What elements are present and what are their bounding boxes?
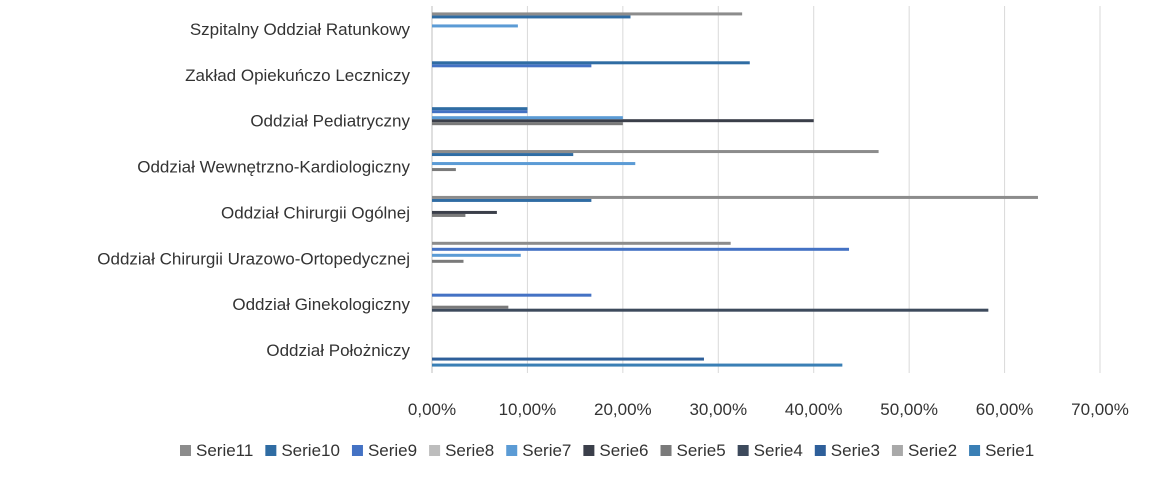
legend-swatch xyxy=(969,445,981,456)
legend-swatch xyxy=(351,445,363,456)
legend-label: Serie9 xyxy=(368,441,417,460)
bar-serie9 xyxy=(432,247,850,251)
legend-label: Serie7 xyxy=(522,441,571,460)
x-tick-label: 30,00% xyxy=(689,400,747,419)
category-label: Oddział Chirurgii Ogólnej xyxy=(221,203,410,222)
bar-serie5 xyxy=(432,213,466,217)
x-tick-label: 0,00% xyxy=(408,400,456,419)
legend-label: Serie10 xyxy=(281,441,340,460)
bar-serie1 xyxy=(432,363,843,367)
legend-label: Serie3 xyxy=(831,441,880,460)
legend-item: Serie5 xyxy=(660,441,726,460)
bar-serie7 xyxy=(432,162,636,166)
legend-item: Serie1 xyxy=(969,441,1034,460)
bar-serie11 xyxy=(432,150,879,154)
bar-serie10 xyxy=(432,107,528,111)
x-axis-tick-labels: 0,00% 10,00% 20,00% 30,00% 40,00% 50,00% 60,00… xyxy=(408,400,1129,419)
legend-swatch xyxy=(506,445,518,456)
legend-label: Serie5 xyxy=(677,441,726,460)
legend-swatch xyxy=(180,445,191,456)
legend-swatch xyxy=(265,445,277,456)
legend-item: Serie3 xyxy=(814,441,880,460)
legend-item: Serie7 xyxy=(506,441,571,460)
legend-item: Serie2 xyxy=(891,441,957,460)
legend-item: Serie6 xyxy=(583,441,649,460)
category-label: Zakład Opiekuńczo Leczniczy xyxy=(185,66,410,85)
category-label: Oddział Wewnętrzno-Kardiologiczny xyxy=(137,158,410,177)
legend-swatch xyxy=(737,445,749,456)
bar-serie5 xyxy=(432,168,456,172)
bar-serie10 xyxy=(432,198,592,202)
bar-serie6 xyxy=(432,210,497,214)
x-tick-label: 40,00% xyxy=(785,400,843,419)
legend-swatch xyxy=(814,445,826,456)
legend-swatch xyxy=(891,445,903,456)
bar-serie11 xyxy=(432,195,1038,199)
x-tick-label: 20,00% xyxy=(594,400,652,419)
bar-serie3 xyxy=(432,357,704,361)
category-labels: Szpitalny Oddział Ratunkowy Zakład Opieku… xyxy=(97,20,410,360)
gridlines xyxy=(431,6,1101,373)
category-label: Oddział Ginekologiczny xyxy=(232,295,410,314)
legend-label: Serie2 xyxy=(908,441,957,460)
bar-serie7 xyxy=(432,24,518,28)
legend-swatch xyxy=(660,445,672,456)
x-tick-label: 10,00% xyxy=(499,400,557,419)
bar-serie6 xyxy=(432,119,814,123)
legend-label: Serie6 xyxy=(599,441,648,460)
bars xyxy=(432,12,1038,367)
bar-serie9 xyxy=(432,64,592,68)
bar-serie7 xyxy=(432,116,623,120)
legend-item: Serie10 xyxy=(265,441,340,460)
x-tick-label: 60,00% xyxy=(976,400,1034,419)
bar-serie9 xyxy=(432,293,592,297)
bar-serie4 xyxy=(432,308,989,312)
bar-serie9 xyxy=(432,110,528,114)
category-label: Oddział Chirurgii Urazowo-Ortopedycznej xyxy=(97,249,410,268)
legend-label: Serie1 xyxy=(985,441,1034,460)
legend-label: Serie11 xyxy=(196,441,253,460)
legend: Serie11 Serie10 Serie9 Serie8 Serie7 Serie6 Se… xyxy=(180,441,1034,460)
legend-swatch xyxy=(429,445,441,456)
legend-item: Serie9 xyxy=(351,441,417,460)
bar-serie11 xyxy=(432,12,743,16)
x-tick-label: 50,00% xyxy=(880,400,938,419)
category-label: Szpitalny Oddział Ratunkowy xyxy=(190,20,411,39)
category-label: Oddział Pediatryczny xyxy=(250,112,410,131)
legend-item: Serie11 xyxy=(180,441,253,460)
x-tick-label: 70,00% xyxy=(1071,400,1129,419)
bar-serie11 xyxy=(432,241,731,245)
bar-serie7 xyxy=(432,253,521,257)
bar-serie10 xyxy=(432,15,631,19)
category-label: Oddział Położniczy xyxy=(266,341,410,360)
legend-label: Serie4 xyxy=(754,441,803,460)
legend-item: Serie8 xyxy=(429,441,494,460)
legend-swatch xyxy=(583,445,595,456)
bar-serie5 xyxy=(432,122,623,126)
bar-serie5 xyxy=(432,305,509,309)
bar-serie10 xyxy=(432,153,574,157)
legend-item: Serie4 xyxy=(737,441,803,460)
bar-serie10 xyxy=(432,61,750,65)
legend-label: Serie8 xyxy=(445,441,494,460)
bar-serie5 xyxy=(432,259,464,263)
